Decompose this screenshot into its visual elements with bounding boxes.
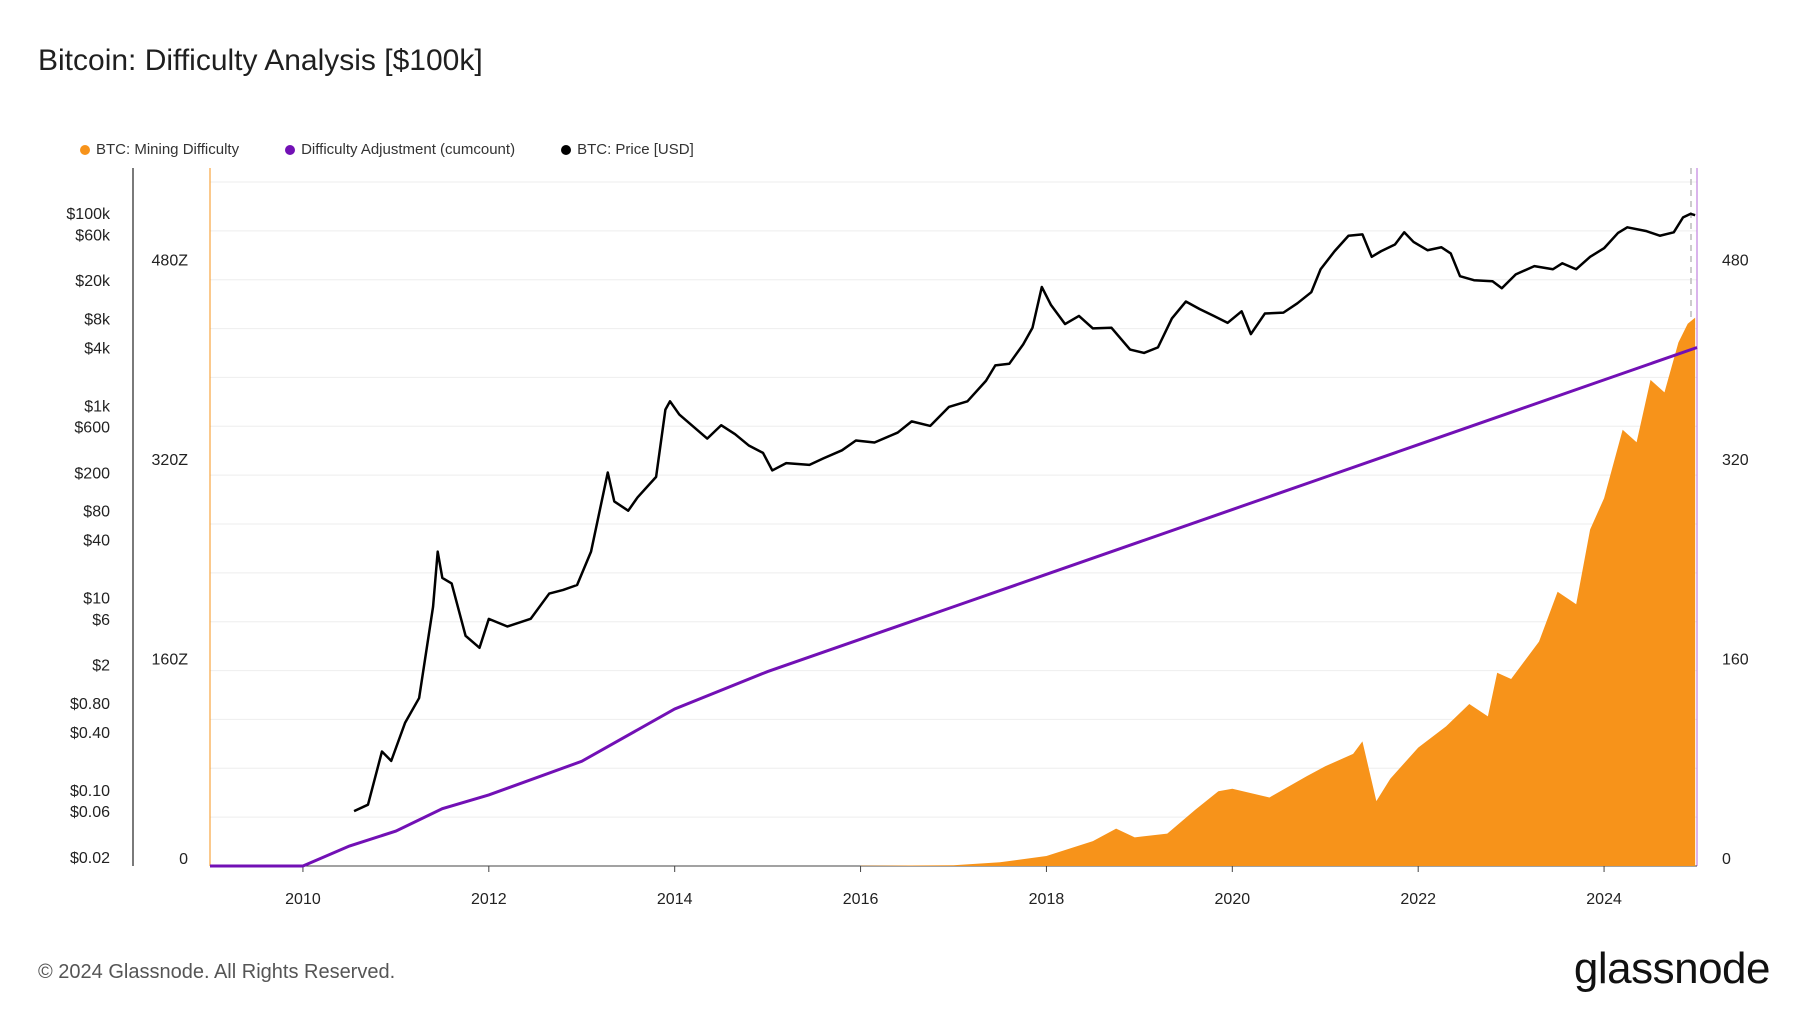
- price-tick-label: $10: [83, 591, 110, 608]
- chart-title: Bitcoin: Difficulty Analysis [$100k]: [38, 44, 483, 77]
- x-tick-label: 2024: [1586, 891, 1622, 908]
- glassnode-logo: glassnode: [1573, 944, 1771, 993]
- price-tick-label: $600: [74, 420, 110, 437]
- price-tick-label: $0.02: [70, 850, 110, 867]
- x-tick-label: 2010: [285, 891, 321, 908]
- legend-item-mining-difficulty[interactable]: BTC: Mining Difficulty: [80, 141, 239, 158]
- difficulty-tick-label: 480Z: [152, 253, 189, 270]
- price-tick-label: $200: [74, 465, 110, 482]
- x-tick-label: 2022: [1400, 891, 1436, 908]
- adjustment-tick-label: 480: [1722, 253, 1749, 270]
- x-tick-label: 2014: [657, 891, 693, 908]
- legend-dot-mining-difficulty: [80, 144, 90, 155]
- x-tick-label: 2012: [471, 891, 507, 908]
- price-tick-label: $4k: [84, 340, 111, 357]
- legend-dot-difficulty-adjustment: [285, 144, 296, 155]
- legend-label-mining-difficulty: BTC: Mining Difficulty: [96, 141, 240, 158]
- price-tick-label: $0.10: [70, 783, 110, 800]
- x-tick-label: 2018: [1029, 891, 1065, 908]
- adjustment-tick-label: 320: [1722, 452, 1749, 469]
- price-tick-label: $0.80: [70, 696, 110, 713]
- legend-label-btc-price: BTC: Price [USD]: [577, 141, 694, 158]
- series-mining-difficulty-area: [860, 317, 1696, 867]
- price-tick-label: $80: [83, 504, 110, 521]
- chart-legend: BTC: Mining Difficulty Difficulty Adjust…: [80, 141, 694, 158]
- series-difficulty-adjustment-line: [210, 346, 1698, 868]
- price-tick-label: $6: [92, 612, 110, 629]
- legend-item-difficulty-adjustment[interactable]: Difficulty Adjustment (cumcount): [285, 141, 515, 158]
- x-tick-label: 2020: [1215, 891, 1251, 908]
- adjustment-tick-label: 0: [1722, 851, 1731, 868]
- copyright-footer: © 2024 Glassnode. All Rights Reserved.: [38, 961, 396, 983]
- price-tick-label: $100k: [66, 206, 111, 223]
- difficulty-tick-label: 320Z: [152, 452, 189, 469]
- price-tick-label: $40: [83, 533, 110, 550]
- price-tick-label: $0.06: [70, 804, 110, 821]
- price-tick-label: $60k: [75, 227, 111, 244]
- difficulty-tick-label: 0: [179, 851, 188, 868]
- adjustment-tick-label: 160: [1722, 652, 1749, 669]
- price-tick-label: $8k: [84, 311, 111, 328]
- x-tick-label: 2016: [843, 891, 879, 908]
- legend-dot-btc-price: [561, 144, 572, 155]
- legend-item-btc-price[interactable]: BTC: Price [USD]: [561, 141, 694, 158]
- legend-label-difficulty-adjustment: Difficulty Adjustment (cumcount): [301, 141, 516, 158]
- price-tick-label: $2: [92, 658, 110, 675]
- price-tick-label: $20k: [75, 273, 111, 290]
- series-btc-price-line: [353, 212, 1696, 813]
- difficulty-tick-label: 160Z: [152, 652, 189, 669]
- price-tick-label: $1k: [84, 398, 111, 415]
- price-tick-label: $0.40: [70, 725, 110, 742]
